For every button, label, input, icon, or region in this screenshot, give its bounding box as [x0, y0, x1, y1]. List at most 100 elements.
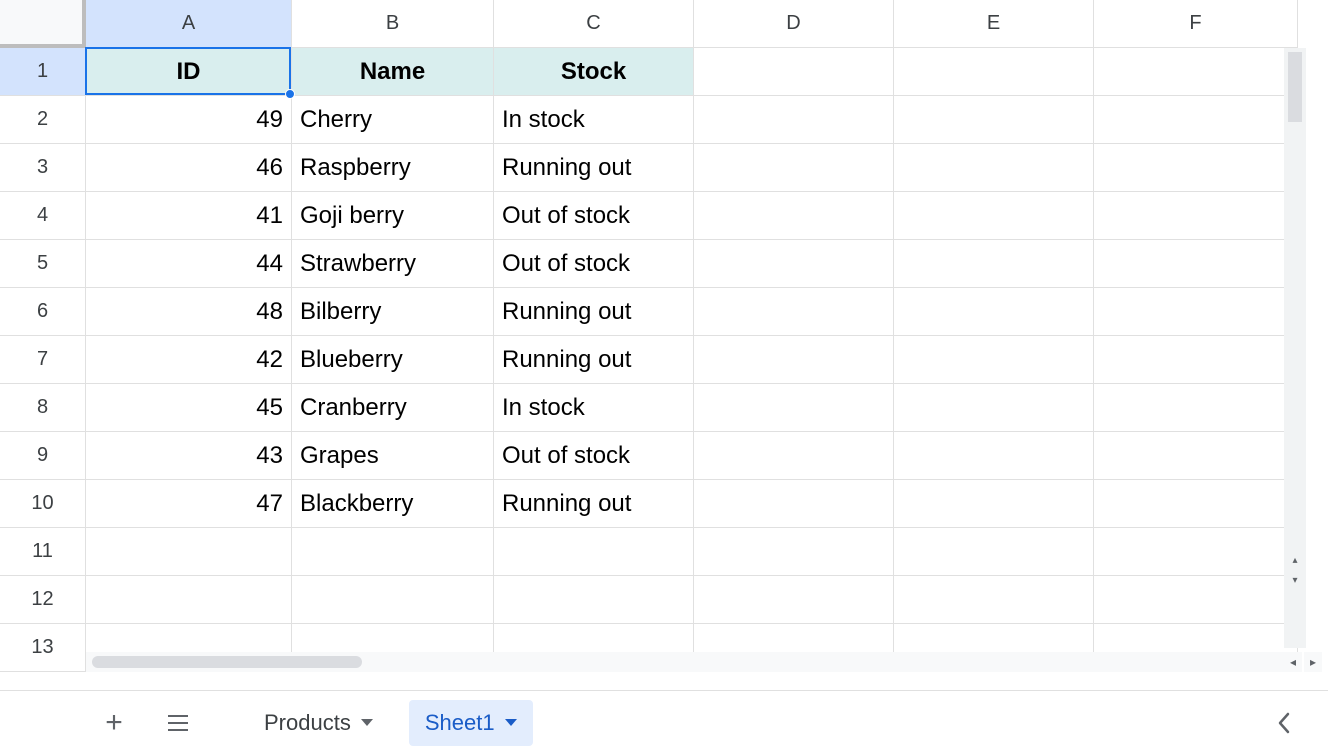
cell-E2[interactable]	[894, 96, 1094, 144]
cell-C6[interactable]: Running out	[494, 288, 694, 336]
scroll-left-arrow-icon[interactable]: ◂	[1284, 652, 1302, 672]
row-header-4[interactable]: 4	[0, 192, 86, 240]
cell-A12[interactable]	[86, 576, 292, 624]
cell-F5[interactable]	[1094, 240, 1298, 288]
cell-B2[interactable]: Cherry	[292, 96, 494, 144]
cell-E11[interactable]	[894, 528, 1094, 576]
row-header-5[interactable]: 5	[0, 240, 86, 288]
cell-E4[interactable]	[894, 192, 1094, 240]
caret-down-icon[interactable]	[505, 719, 517, 726]
cell-D4[interactable]	[694, 192, 894, 240]
row-header-6[interactable]: 6	[0, 288, 86, 336]
scroll-up-arrow-icon[interactable]: ▴	[1284, 550, 1306, 570]
cell-A8[interactable]: 45	[86, 384, 292, 432]
cell-A11[interactable]	[86, 528, 292, 576]
cell-B8[interactable]: Cranberry	[292, 384, 494, 432]
row-header-13[interactable]: 13	[0, 624, 86, 672]
cell-B1[interactable]: Name	[292, 48, 494, 96]
row-header-1[interactable]: 1	[0, 48, 86, 96]
column-header-E[interactable]: E	[894, 0, 1094, 48]
row-header-12[interactable]: 12	[0, 576, 86, 624]
cell-B7[interactable]: Blueberry	[292, 336, 494, 384]
scroll-right-arrow-icon[interactable]: ▸	[1304, 652, 1322, 672]
row-header-9[interactable]: 9	[0, 432, 86, 480]
scroll-down-arrow-icon[interactable]: ▾	[1284, 570, 1306, 590]
cell-F6[interactable]	[1094, 288, 1298, 336]
cell-D5[interactable]	[694, 240, 894, 288]
cell-C3[interactable]: Running out	[494, 144, 694, 192]
cell-B9[interactable]: Grapes	[292, 432, 494, 480]
cell-C11[interactable]	[494, 528, 694, 576]
cell-F11[interactable]	[1094, 528, 1298, 576]
cell-F2[interactable]	[1094, 96, 1298, 144]
cell-D1[interactable]	[694, 48, 894, 96]
column-header-B[interactable]: B	[292, 0, 494, 48]
cell-E1[interactable]	[894, 48, 1094, 96]
caret-down-icon[interactable]	[361, 719, 373, 726]
cell-D11[interactable]	[694, 528, 894, 576]
cell-A3[interactable]: 46	[86, 144, 292, 192]
row-header-11[interactable]: 11	[0, 528, 86, 576]
cell-A1[interactable]: ID	[86, 48, 292, 96]
cell-F3[interactable]	[1094, 144, 1298, 192]
cell-C10[interactable]: Running out	[494, 480, 694, 528]
column-header-D[interactable]: D	[694, 0, 894, 48]
cell-B10[interactable]: Blackberry	[292, 480, 494, 528]
column-header-A[interactable]: A	[86, 0, 292, 48]
row-header-7[interactable]: 7	[0, 336, 86, 384]
cell-D10[interactable]	[694, 480, 894, 528]
cell-C1[interactable]: Stock	[494, 48, 694, 96]
sheet-tab-sheet1[interactable]: Sheet1	[409, 700, 533, 746]
tab-scroll-left-button[interactable]	[1260, 699, 1308, 747]
cell-F1[interactable]	[1094, 48, 1298, 96]
sheet-tab-products[interactable]: Products	[248, 700, 389, 746]
cell-B11[interactable]	[292, 528, 494, 576]
cell-A5[interactable]: 44	[86, 240, 292, 288]
cell-C9[interactable]: Out of stock	[494, 432, 694, 480]
cell-D3[interactable]	[694, 144, 894, 192]
cell-F9[interactable]	[1094, 432, 1298, 480]
cell-F4[interactable]	[1094, 192, 1298, 240]
cell-B3[interactable]: Raspberry	[292, 144, 494, 192]
cell-E10[interactable]	[894, 480, 1094, 528]
cell-C5[interactable]: Out of stock	[494, 240, 694, 288]
cell-D6[interactable]	[694, 288, 894, 336]
cell-A10[interactable]: 47	[86, 480, 292, 528]
cell-E8[interactable]	[894, 384, 1094, 432]
all-sheets-button[interactable]	[154, 699, 202, 747]
cell-B12[interactable]	[292, 576, 494, 624]
cell-A9[interactable]: 43	[86, 432, 292, 480]
cell-C4[interactable]: Out of stock	[494, 192, 694, 240]
cell-A2[interactable]: 49	[86, 96, 292, 144]
vertical-scrollbar-thumb[interactable]	[1288, 52, 1302, 122]
cell-E12[interactable]	[894, 576, 1094, 624]
horizontal-scrollbar-track[interactable]	[86, 652, 1298, 672]
cell-A7[interactable]: 42	[86, 336, 292, 384]
cell-E6[interactable]	[894, 288, 1094, 336]
cell-E3[interactable]	[894, 144, 1094, 192]
row-header-3[interactable]: 3	[0, 144, 86, 192]
cell-E7[interactable]	[894, 336, 1094, 384]
row-header-8[interactable]: 8	[0, 384, 86, 432]
cell-C12[interactable]	[494, 576, 694, 624]
cell-F12[interactable]	[1094, 576, 1298, 624]
cell-C2[interactable]: In stock	[494, 96, 694, 144]
cell-C7[interactable]: Running out	[494, 336, 694, 384]
cell-D2[interactable]	[694, 96, 894, 144]
row-header-2[interactable]: 2	[0, 96, 86, 144]
cell-D12[interactable]	[694, 576, 894, 624]
cell-D8[interactable]	[694, 384, 894, 432]
cell-F10[interactable]	[1094, 480, 1298, 528]
column-header-F[interactable]: F	[1094, 0, 1298, 48]
cell-C8[interactable]: In stock	[494, 384, 694, 432]
cell-A4[interactable]: 41	[86, 192, 292, 240]
row-header-10[interactable]: 10	[0, 480, 86, 528]
cell-D9[interactable]	[694, 432, 894, 480]
cell-F8[interactable]	[1094, 384, 1298, 432]
cell-A6[interactable]: 48	[86, 288, 292, 336]
cell-B5[interactable]: Strawberry	[292, 240, 494, 288]
cell-E9[interactable]	[894, 432, 1094, 480]
add-sheet-button[interactable]	[90, 699, 138, 747]
select-all-corner[interactable]	[0, 0, 86, 48]
column-header-C[interactable]: C	[494, 0, 694, 48]
